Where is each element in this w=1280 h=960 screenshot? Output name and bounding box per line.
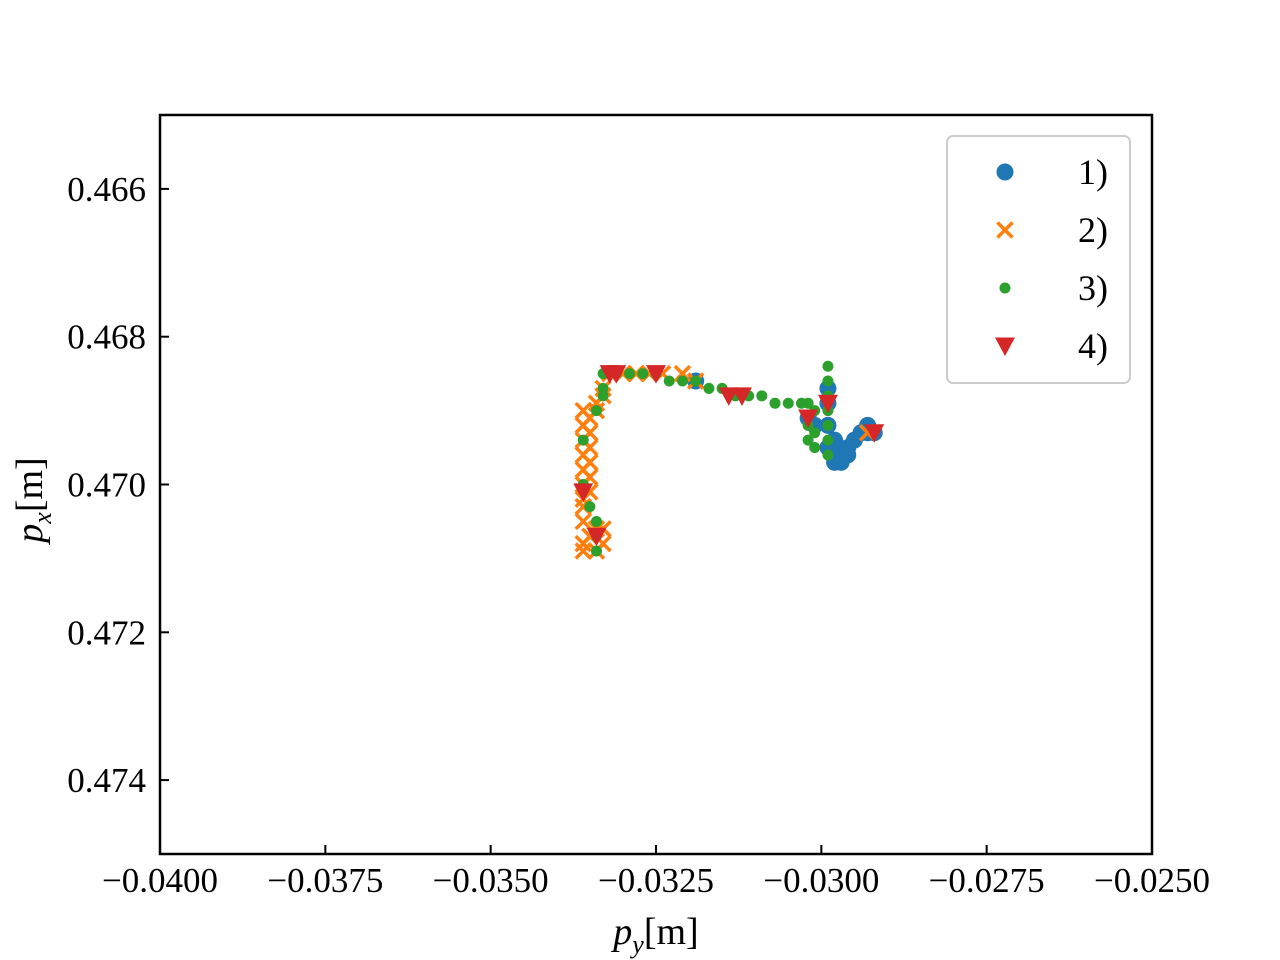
legend-marker bbox=[995, 337, 1015, 356]
x-tick-label: −0.0275 bbox=[929, 861, 1045, 900]
data-point bbox=[822, 360, 834, 372]
data-point bbox=[590, 405, 602, 417]
data-point bbox=[637, 368, 649, 380]
data-point bbox=[782, 397, 794, 409]
data-point bbox=[690, 375, 702, 387]
data-point bbox=[822, 419, 834, 431]
y-axis-label: px[m] bbox=[9, 457, 57, 545]
series-4 bbox=[573, 365, 885, 547]
data-point bbox=[597, 390, 609, 402]
plot-marks bbox=[573, 360, 885, 560]
legend-label: 1) bbox=[1078, 152, 1108, 192]
data-point bbox=[676, 375, 688, 387]
legend: 1) 2) 3) 4) bbox=[946, 135, 1131, 384]
data-point bbox=[809, 442, 821, 454]
data-point bbox=[663, 375, 675, 387]
legend-marker bbox=[996, 163, 1014, 181]
legend-item-2: 2) bbox=[996, 210, 1108, 250]
data-point bbox=[581, 453, 599, 472]
y-tick-label: 0.466 bbox=[67, 170, 146, 209]
x-axis-label: py[m] bbox=[610, 911, 698, 959]
x-tick-label: −0.0400 bbox=[102, 861, 218, 900]
y-tick-label: 0.472 bbox=[67, 613, 146, 652]
y-tick-label: 0.470 bbox=[67, 466, 146, 505]
data-point bbox=[574, 512, 592, 531]
data-point bbox=[822, 375, 834, 387]
data-point bbox=[606, 365, 627, 384]
data-point bbox=[822, 434, 834, 446]
y-tick-label: 0.468 bbox=[67, 318, 146, 357]
data-point bbox=[624, 368, 636, 380]
x-tick-label: −0.0250 bbox=[1094, 861, 1210, 900]
legend-label: 4) bbox=[1078, 326, 1108, 366]
data-point bbox=[673, 364, 692, 383]
data-point bbox=[703, 382, 715, 394]
series-1 bbox=[687, 372, 883, 471]
legend-item-3: 3) bbox=[999, 268, 1108, 308]
legend-label: 2) bbox=[1078, 210, 1108, 250]
data-point bbox=[769, 397, 781, 409]
data-point bbox=[586, 527, 607, 547]
legend-box bbox=[946, 135, 1131, 384]
data-point bbox=[802, 434, 814, 446]
data-point bbox=[802, 397, 814, 409]
data-point bbox=[756, 390, 768, 402]
legend-label: 3) bbox=[1078, 268, 1108, 308]
data-point bbox=[646, 365, 666, 384]
legend-marker bbox=[999, 282, 1011, 294]
data-point bbox=[798, 409, 819, 428]
x-tick-label: −0.0375 bbox=[267, 861, 383, 900]
data-point bbox=[822, 449, 834, 461]
data-point bbox=[817, 394, 838, 414]
data-point bbox=[809, 427, 821, 439]
data-point bbox=[590, 515, 602, 527]
data-point bbox=[574, 542, 592, 560]
data-point bbox=[577, 434, 589, 446]
data-point bbox=[718, 387, 739, 406]
x-tick-label: −0.0325 bbox=[598, 861, 714, 900]
data-point bbox=[573, 483, 594, 502]
legend-item-4: 4) bbox=[995, 326, 1108, 366]
legend-marker bbox=[996, 221, 1014, 239]
data-point bbox=[590, 545, 602, 557]
y-tick-label: 0.474 bbox=[67, 761, 146, 800]
series-3 bbox=[577, 360, 834, 557]
data-point bbox=[731, 387, 752, 406]
axis-ticks: −0.0400 −0.0375 −0.0350 −0.0325 −0.0300 −0.02… bbox=[67, 170, 1210, 900]
data-point bbox=[584, 501, 596, 513]
x-tick-label: −0.0350 bbox=[433, 861, 549, 900]
x-tick-label: −0.0300 bbox=[763, 861, 879, 900]
data-point bbox=[864, 424, 885, 443]
legend-item-1: 1) bbox=[996, 152, 1108, 192]
